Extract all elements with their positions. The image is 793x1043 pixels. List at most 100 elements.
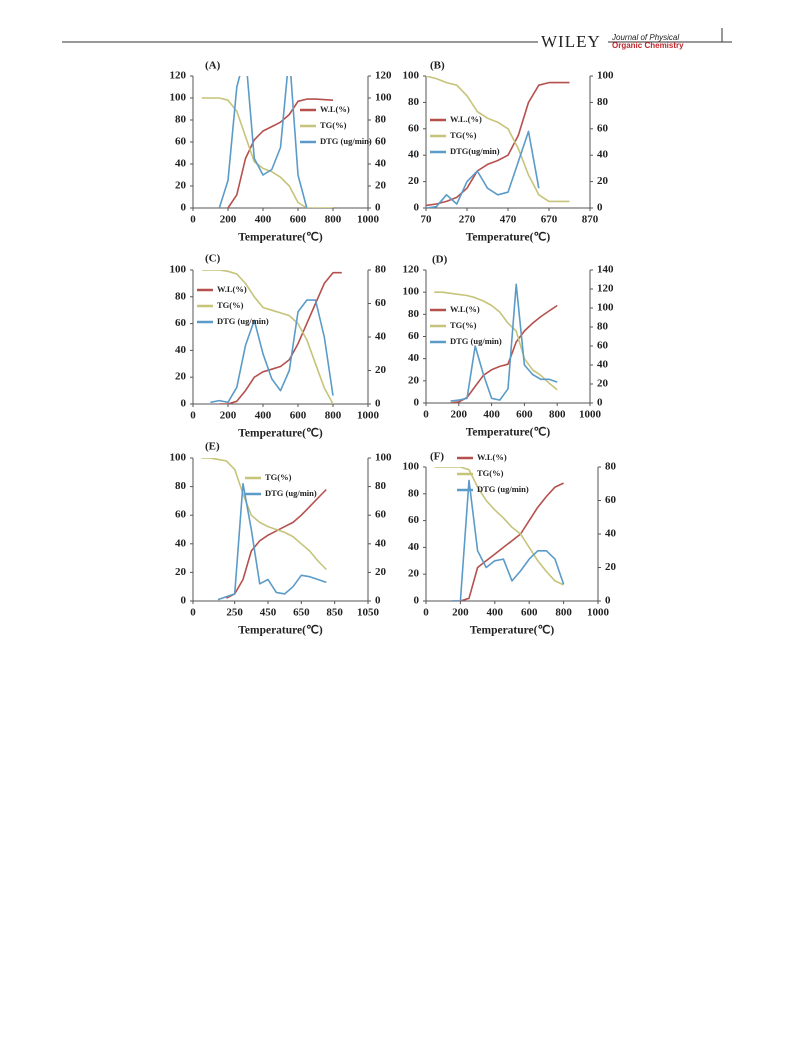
panel-label: (D) [432, 254, 448, 266]
x-tick-label: 1000 [579, 409, 602, 421]
y2-tick-label: 40 [597, 149, 609, 161]
y-tick-label: 80 [175, 114, 187, 126]
y-tick-label: 100 [170, 452, 187, 464]
series-line [426, 76, 570, 203]
panel-label: (B) [430, 60, 445, 72]
y2-tick-label: 120 [597, 283, 614, 295]
y-tick-label: 0 [414, 595, 420, 607]
x-tick-label: 800 [549, 409, 566, 421]
series-line [201, 458, 327, 571]
x-tick-label: 600 [290, 214, 307, 226]
y2-tick-label: 20 [375, 566, 387, 578]
y2-tick-label: 80 [597, 321, 609, 333]
y-tick-label: 40 [408, 149, 420, 161]
journal-line1: Journal of Physical [611, 33, 679, 42]
y2-tick-label: 60 [375, 509, 387, 521]
x-tick-label: 200 [220, 410, 237, 422]
y-tick-label: 80 [175, 480, 187, 492]
y2-tick-label: 0 [375, 398, 381, 410]
legend-label: DTG(ug/min) [450, 146, 500, 156]
brand: WILEY [541, 32, 601, 51]
series-line [201, 97, 333, 208]
y2-tick-label: 0 [597, 397, 603, 409]
y-tick-label: 60 [408, 514, 420, 526]
x-tick-label: 800 [325, 410, 342, 422]
y2-tick-label: 60 [605, 494, 617, 506]
x-tick-label: 1000 [587, 607, 610, 619]
y2-tick-label: 0 [605, 595, 611, 607]
x-tick-label: 470 [500, 214, 517, 226]
x-axis-label: Temperature(℃) [470, 624, 555, 637]
y-tick-label: 120 [170, 70, 187, 82]
series-line [451, 482, 564, 601]
legend-label: W.L(%) [320, 104, 350, 114]
x-tick-label: 200 [220, 214, 237, 226]
y-tick-label: 0 [181, 202, 187, 214]
x-tick-label: 400 [483, 409, 500, 421]
legend-label: TG(%) [450, 320, 477, 330]
y2-tick-label: 0 [375, 202, 381, 214]
x-tick-label: 70 [421, 214, 433, 226]
y-tick-label: 80 [408, 308, 420, 320]
x-tick-label: 250 [226, 607, 243, 619]
y-tick-label: 40 [175, 344, 187, 356]
x-tick-label: 0 [190, 607, 196, 619]
y-tick-label: 80 [408, 487, 420, 499]
series-line [218, 76, 308, 208]
y2-tick-label: 40 [597, 359, 609, 371]
y2-tick-label: 0 [597, 202, 603, 214]
y2-tick-label: 20 [605, 561, 617, 573]
x-axis-label: Temperature(℃) [238, 427, 323, 440]
series-line [201, 270, 334, 404]
y2-tick-label: 60 [597, 340, 609, 352]
x-tick-label: 600 [521, 607, 538, 619]
series-line [450, 304, 558, 403]
y-tick-label: 20 [408, 374, 420, 386]
x-tick-label: 200 [452, 607, 469, 619]
y2-tick-label: 20 [375, 180, 387, 192]
y-tick-label: 40 [408, 352, 420, 364]
x-tick-label: 870 [582, 214, 599, 226]
series-line [434, 467, 564, 586]
y2-tick-label: 80 [375, 114, 387, 126]
y-tick-label: 0 [181, 398, 187, 410]
y2-tick-label: 20 [597, 378, 609, 390]
x-tick-label: 400 [255, 214, 272, 226]
x-tick-label: 0 [423, 607, 429, 619]
panel-label: (E) [205, 441, 220, 453]
y2-tick-label: 40 [375, 158, 387, 170]
y-tick-label: 60 [408, 122, 420, 134]
legend-label: DTG (ug/min) [450, 336, 502, 346]
x-axis-label: Temperature(℃) [466, 231, 551, 244]
y2-tick-label: 100 [597, 302, 614, 314]
legend-label: DTG (ug/min) [477, 484, 529, 494]
y2-tick-label: 60 [375, 297, 387, 309]
journal-line2: Organic Chemistry [612, 41, 684, 50]
y2-tick-label: 100 [597, 70, 614, 82]
x-tick-label: 270 [459, 214, 476, 226]
y-tick-label: 40 [408, 541, 420, 553]
y-tick-label: 40 [175, 158, 187, 170]
y-tick-label: 20 [175, 566, 187, 578]
y-tick-label: 100 [170, 264, 187, 276]
y-tick-label: 40 [175, 537, 187, 549]
legend-label: DTG (ug/min) [320, 136, 372, 146]
y-tick-label: 100 [170, 92, 187, 104]
series-line [451, 479, 565, 601]
y2-tick-label: 0 [375, 595, 381, 607]
y2-tick-label: 40 [375, 331, 387, 343]
series-line [210, 299, 334, 404]
legend-label: DTG (ug/min) [265, 488, 317, 498]
x-tick-label: 400 [255, 410, 272, 422]
series-line [426, 130, 540, 208]
x-axis-label: Temperature(℃) [238, 624, 323, 637]
legend-label: W.L(%) [450, 304, 480, 314]
series-line [219, 271, 342, 404]
y2-tick-label: 80 [375, 264, 387, 276]
legend-label: W.L(%) [477, 452, 507, 462]
x-tick-label: 1000 [357, 410, 380, 422]
series-line [227, 98, 334, 208]
legend-label: TG(%) [217, 300, 244, 310]
legend-label: TG(%) [320, 120, 347, 130]
x-tick-label: 600 [290, 410, 307, 422]
